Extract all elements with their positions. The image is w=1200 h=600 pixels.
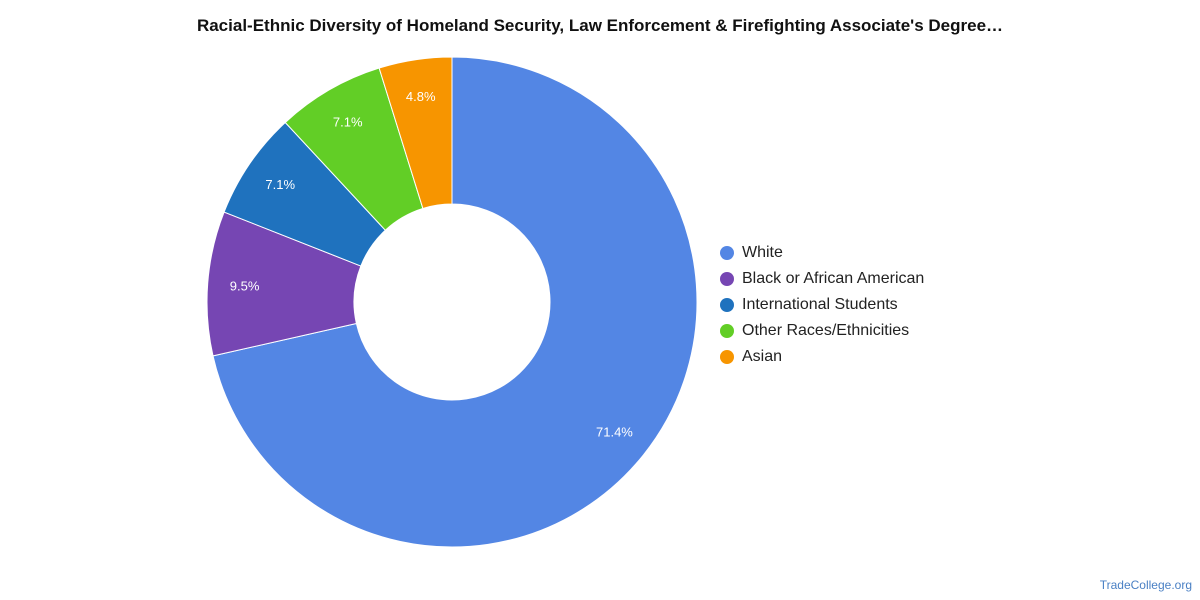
slice-label-black-or-african-american: 9.5% [230, 278, 260, 293]
legend-item-white[interactable]: White [720, 240, 924, 266]
chart-legend: White Black or African American Internat… [720, 240, 924, 370]
legend-label: White [742, 244, 783, 261]
legend-label: Black or African American [742, 270, 925, 287]
legend-swatch-asian [720, 350, 734, 364]
legend-label: International Students [742, 296, 898, 313]
slice-label-asian: 4.8% [406, 89, 436, 104]
slice-label-white: 71.4% [596, 424, 633, 439]
legend-label: Other Races/Ethnicities [742, 322, 910, 339]
legend-item-other-races-ethnicities[interactable]: Other Races/Ethnicities [720, 318, 924, 344]
slice-white[interactable] [212, 56, 698, 548]
legend-swatch-other-races-ethnicities [720, 324, 734, 338]
watermark: TradeCollege.org [1099, 578, 1192, 592]
slice-label-other-races-ethnicities: 7.1% [333, 115, 363, 130]
slice-asian[interactable] [378, 56, 453, 210]
legend-item-asian[interactable]: Asian [720, 344, 924, 370]
legend-swatch-white [720, 246, 734, 260]
legend-swatch-black-or-african-american [720, 272, 734, 286]
legend-swatch-international-students [720, 298, 734, 312]
legend-item-international-students[interactable]: International Students [720, 292, 924, 318]
legend-label: Asian [742, 348, 783, 365]
chart-title: Racial-Ethnic Diversity of Homeland Secu… [196, 16, 1004, 35]
legend-item-black-or-african-american[interactable]: Black or African American [720, 266, 924, 292]
slice-label-international-students: 7.1% [265, 177, 295, 192]
